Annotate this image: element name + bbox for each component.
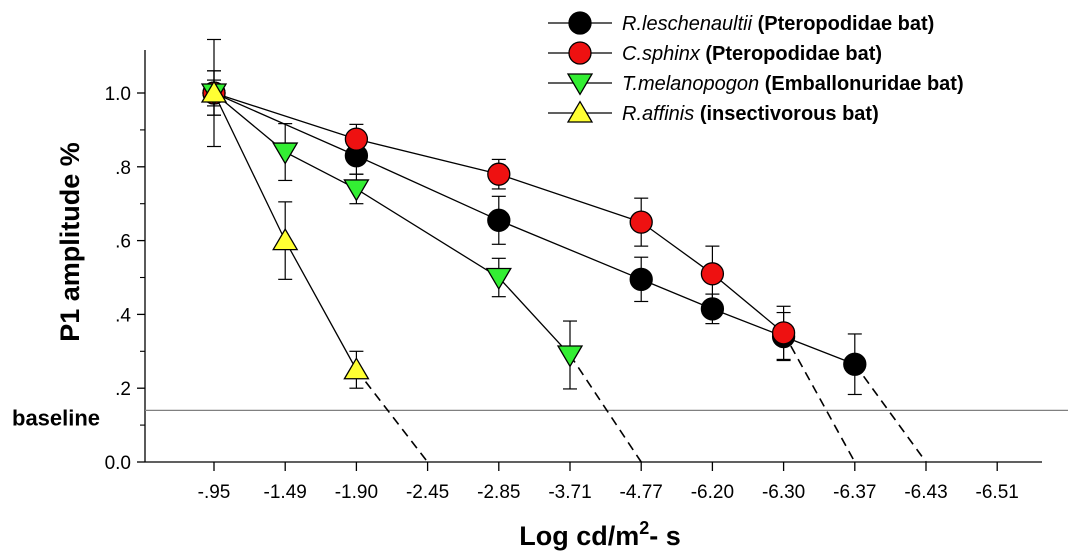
x-tick-label: -6.20 [691,482,734,503]
legend-label: C.sphinx (Pteropodidae bat) [622,43,882,65]
data-point [629,267,653,291]
legend-item-3: R.affinis (insectivorous bat) [548,100,879,125]
legend-species: T.melanopogon [622,73,765,95]
legend-item-0: R.leschenaultii (Pteropodidae bat) [548,11,934,35]
legend-family: (Pteropodidae bat) [758,13,935,35]
x-tick-label: -6.43 [904,482,947,503]
legend-family: (Emballonuridae bat) [765,73,964,95]
series-3 [207,38,429,463]
axes: 0.0 .2 .4 .6 .8 1.0 -.95 -1.49 -1.90 -2.45 -2.85 -3… [105,50,1042,503]
data-point [343,357,370,380]
x-tick-label: -6.37 [833,482,876,503]
data-point [344,127,369,151]
data-point [629,210,653,234]
legend-marker [568,11,592,35]
x-tick-label: -1.90 [335,482,378,503]
data-point [487,208,511,232]
y-tick-label: .2 [115,379,131,400]
x-tick-label: -6.51 [976,482,1019,503]
extrapolation-line [782,332,856,463]
data-point [200,80,228,103]
data-point [272,227,299,251]
x-axis-title-tail: - s [649,521,681,551]
legend-family: (Pteropodidae bat) [705,43,882,65]
baseline: baseline [12,405,1068,430]
series-markers-2 [200,83,584,368]
legend-item-2: T.melanopogon (Emballonuridae bat) [548,73,964,96]
x-tick-label: -1.49 [264,482,307,503]
data-point [485,267,512,291]
legend: R.leschenaultii (Pteropodidae bat)C.sphi… [548,11,964,125]
extrapolation-line [854,363,927,463]
legend-item-1: C.sphinx (Pteropodidae bat) [548,41,882,65]
legend-species: C.sphinx [622,43,705,65]
x-tick-label: -2.85 [477,482,520,503]
y-tick-label: 0.0 [105,453,131,474]
legend-family: (insectivorous bat) [700,103,879,125]
series-0 [207,70,927,463]
baseline-label: baseline [12,405,100,430]
series-line [213,92,571,356]
y-tick-label: .4 [115,305,131,326]
x-axis-title-main: Log cd/m [519,521,639,551]
x-axis-title: Log cd/m2- s [519,518,681,551]
y-tick-label: .6 [115,232,131,253]
data-point [487,162,511,186]
series-line [213,92,785,334]
x-tick-label: -2.45 [406,482,449,503]
series-2 [207,70,642,463]
data-point [843,352,867,376]
data-point [272,142,299,165]
x-tick-label: -4.77 [620,482,663,503]
legend-marker [568,41,592,65]
data-point [556,345,584,368]
legend-species: R.leschenaultii [622,13,758,35]
data-point [771,321,796,345]
series-line [213,92,856,365]
legend-label: T.melanopogon (Emballonuridae bat) [622,73,964,95]
plot-area [200,38,927,463]
legend-marker [566,100,594,123]
y-tick-label: .8 [115,158,131,179]
series-markers-3 [200,80,370,380]
legend-marker [566,73,594,96]
legend-label: R.leschenaultii (Pteropodidae bat) [622,13,934,35]
extrapolation-line [355,369,429,463]
series-1 [207,79,856,463]
x-tick-label: -3.71 [548,482,591,503]
y-axis-title: P1 amplitude % [55,142,85,342]
x-axis-title-sup: 2 [639,518,649,538]
series-markers-0 [202,81,867,376]
legend-label: R.affinis (insectivorous bat) [622,103,879,125]
y-tick-label: 1.0 [105,84,131,105]
data-point [700,262,725,286]
extrapolation-line [569,354,642,463]
data-point [700,297,725,321]
x-tick-label: -6.30 [762,482,805,503]
legend-species: R.affinis [622,103,700,125]
x-tick-label: -.95 [198,482,231,503]
data-point [343,179,370,202]
